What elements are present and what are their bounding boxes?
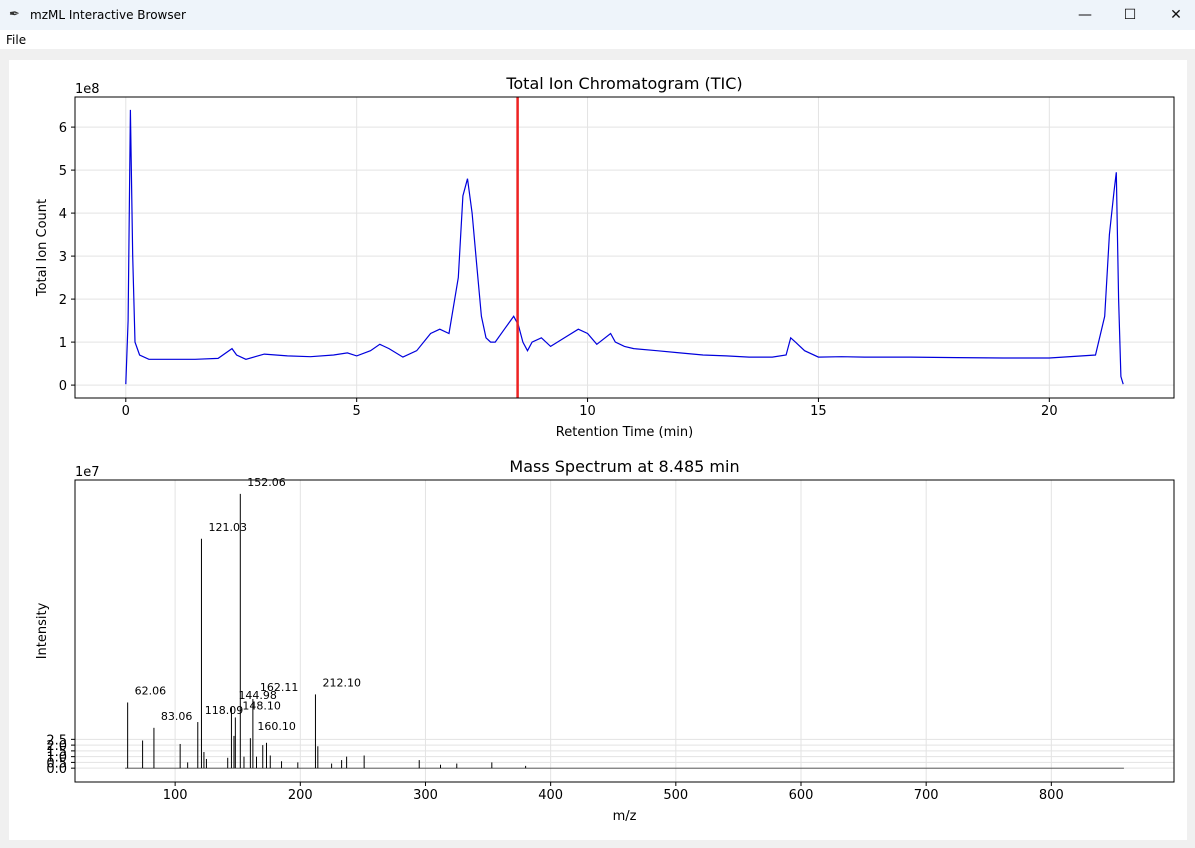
- chart1-y-axis-label: Total Ion Count: [35, 199, 50, 297]
- chart1-y-tick-label: 1: [59, 336, 67, 351]
- chart1-y-tick-label: 4: [59, 207, 67, 222]
- chart2-x-tick-label: 200: [288, 788, 313, 803]
- chart1-x-tick-label: 10: [579, 404, 596, 419]
- chart2-y-tick-label: 2.0: [46, 739, 67, 754]
- chart1-y-tick-label: 2: [59, 293, 67, 308]
- tic-series-line: [125, 109, 1124, 385]
- chart2-x-tick-label: 700: [914, 788, 939, 803]
- peak-label: 160.10: [257, 720, 296, 733]
- chart2-y-tick-label: 1.0: [46, 751, 67, 766]
- minimize-button[interactable]: —: [1078, 7, 1092, 23]
- title-bar: ✒ mzML Interactive Browser — ☐ ✕: [0, 0, 1195, 30]
- peak-label: 118.09: [205, 704, 244, 717]
- peak-label: 62.06: [135, 684, 167, 697]
- chart2-x-tick-label: 500: [663, 788, 688, 803]
- peak-label: 162.11: [260, 681, 299, 694]
- close-button[interactable]: ✕: [1170, 7, 1182, 23]
- peak-label: 83.06: [161, 710, 193, 723]
- file-menu[interactable]: File: [6, 33, 27, 47]
- peak-label: 148.10: [242, 699, 281, 712]
- chart1-y-tick-label: 0: [59, 379, 67, 394]
- chart1-x-tick-label: 20: [1041, 404, 1058, 419]
- spectrum-plot-frame: [74, 479, 1175, 783]
- chart2-x-tick-label: 600: [789, 788, 814, 803]
- chart2-x-tick-label: 100: [163, 788, 188, 803]
- peak-label: 212.10: [322, 676, 361, 689]
- chart2-x-tick-label: 800: [1039, 788, 1064, 803]
- chart1-y-multiplier: 1e8: [75, 82, 100, 97]
- maximize-button[interactable]: ☐: [1123, 7, 1137, 23]
- chart1-x-tick-label: 15: [810, 404, 827, 419]
- chart2-y-tick-label: 2.5: [46, 733, 67, 748]
- chart1-x-tick-label: 0: [122, 404, 130, 419]
- peak-label: 152.06: [247, 476, 285, 489]
- feather-icon: ✒: [9, 7, 20, 22]
- window-title: mzML Interactive Browser: [30, 8, 186, 22]
- chart1-y-tick-label: 5: [59, 164, 67, 179]
- chart2-x-tick-label: 400: [538, 788, 563, 803]
- chart2-y-tick-label: 0.0: [46, 762, 67, 777]
- chart1-x-axis-label: Retention Time (min): [556, 425, 693, 440]
- menu-bar: File: [0, 30, 1195, 49]
- chart1-x-tick-label: 5: [353, 404, 361, 419]
- chart2-x-axis-label: m/z: [613, 809, 637, 824]
- peak-label: 121.03: [208, 521, 247, 534]
- chart2-title: Mass Spectrum at 8.485 min: [509, 457, 739, 476]
- chart2-x-tick-label: 300: [413, 788, 438, 803]
- chart1-y-tick-label: 6: [59, 121, 67, 136]
- peak-label: 144.98: [238, 689, 277, 702]
- chart2-y-tick-label: 1.5: [46, 745, 67, 760]
- chart2-y-multiplier: 1e7: [75, 465, 100, 480]
- chart2-y-axis-label: Intensity: [35, 602, 50, 659]
- chart2-y-tick-label: 0.5: [46, 756, 67, 771]
- tic-plot-frame: [74, 96, 1175, 399]
- chart1-title: Total Ion Chromatogram (TIC): [505, 74, 742, 93]
- plot-canvas: [9, 60, 1187, 840]
- chart1-y-tick-label: 3: [59, 250, 67, 265]
